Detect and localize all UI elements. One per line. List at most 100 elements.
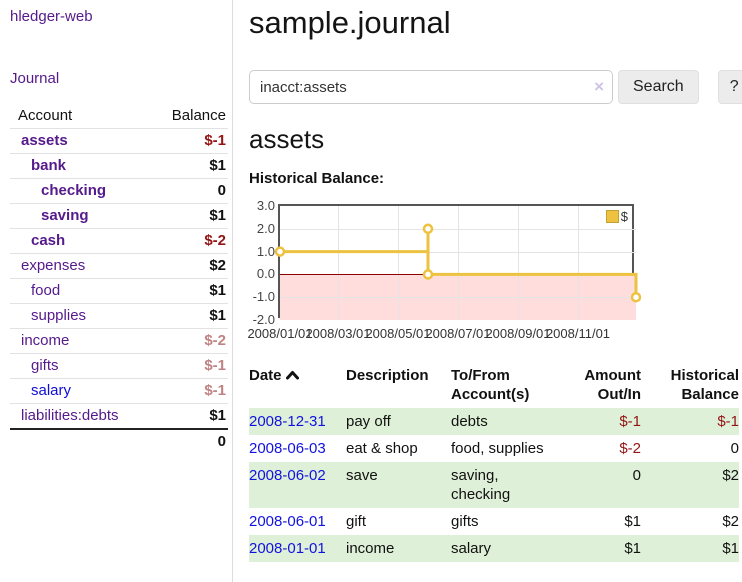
account-row-expenses: expenses $2 [10,253,228,279]
account-balance-gifts: $-1 [204,357,226,374]
transaction-date-link[interactable]: 2008-06-03 [249,440,326,457]
col-header-description: Description [346,367,429,384]
account-link-saving[interactable]: saving [41,207,89,224]
transaction-accounts: salary [451,540,492,557]
data-point-marker [274,246,286,257]
transaction-row: 2008-06-02 save saving, checking 0 $2 [249,462,739,508]
x-tick-label: 2008/01/01 [247,326,313,341]
account-link-salary[interactable]: salary [31,382,72,399]
gridline [280,297,636,298]
transaction-accounts: saving, checking [451,467,511,503]
transaction-accounts: debts [451,413,488,430]
account-row-liabilities-debts: liabilities:debts $1 [10,403,228,430]
account-row-supplies: supplies $1 [10,303,228,329]
transaction-accounts: gifts [451,513,479,530]
y-tick-label: 3.0 [256,198,275,213]
transaction-balance: $2 [722,513,739,530]
transaction-description: save [346,467,378,484]
accounts-total-balance: 0 [217,433,226,450]
search-form: × Search ? [249,70,742,104]
account-row-cash: cash $-2 [10,228,228,254]
page-title: sample.journal [249,5,451,40]
account-link-supplies[interactable]: supplies [31,307,87,324]
transaction-amount: $-1 [619,413,641,430]
x-tick-label: 2008/09/01 [485,326,551,341]
account-row-income: income $-2 [10,328,228,354]
y-tick-label: 2.0 [256,221,275,236]
transaction-date-link[interactable]: 2008-12-31 [249,413,326,430]
account-balance-income: $-2 [204,332,226,349]
account-balance-assets: $-1 [204,132,226,149]
account-link-checking[interactable]: checking [41,182,107,199]
transaction-description: eat & shop [346,440,418,457]
clear-search-icon[interactable]: × [594,77,604,96]
search-button[interactable]: Search [618,70,699,104]
accounts-header-row: Account Balance [10,104,228,129]
gridline [280,229,636,230]
data-point-marker [422,269,434,280]
account-link-liabilities-debts[interactable]: liabilities:debts [21,407,119,424]
transaction-balance: 0 [730,440,739,457]
x-tick-label: 2008/05/01 [365,326,431,341]
transaction-amount: 0 [632,467,641,484]
transaction-row: 2008-06-01 gift gifts $1 $2 [249,508,739,535]
account-row-bank: bank $1 [10,153,228,179]
transaction-row: 2008-06-03 eat & shop food, supplies $-2… [249,435,739,462]
transactions-table: Date Description To/From Account(s) Amou… [249,362,739,562]
help-button[interactable]: ? [717,70,742,104]
chart-title: Historical Balance: [249,170,385,187]
account-link-bank[interactable]: bank [31,157,67,174]
main-content: sample.journal × Search ? assets Histori… [233,0,742,582]
y-tick-label: 0.0 [256,266,275,281]
y-tick-label: -2.0 [252,312,275,327]
col-header-date[interactable]: Date [249,362,346,408]
account-link-food[interactable]: food [31,282,61,299]
transaction-amount: $-2 [619,440,641,457]
search-input[interactable] [249,70,613,104]
y-tick-label: -1.0 [252,289,275,304]
gridline [458,206,459,320]
accounts-header-account: Account [18,107,73,124]
account-row-food: food $1 [10,278,228,304]
transaction-date-link[interactable]: 2008-06-02 [249,467,326,484]
app-brand-link[interactable]: hledger-web [10,8,93,25]
account-balance-food: $1 [209,282,226,299]
data-point-marker [422,223,434,235]
account-balance-supplies: $1 [209,307,226,324]
legend-swatch-icon [605,210,619,223]
account-balance-expenses: $2 [209,257,226,274]
transactions-header-row: Date Description To/From Account(s) Amou… [249,362,739,408]
transaction-balance: $1 [722,540,739,557]
col-header-date-label: Date [249,367,282,384]
x-tick-label: 2008/03/01 [305,326,371,341]
chart-plot-area: $ [274,204,642,320]
data-point-marker [630,291,642,303]
account-balance-bank: $1 [209,157,226,174]
account-link-income[interactable]: income [21,332,70,349]
transaction-balance: $2 [722,467,739,484]
sidebar: hledger-web Journal Account Balance asse… [0,0,233,582]
account-balance-cash: $-2 [204,232,226,249]
historical-balance-chart: 3.0 2.0 1.0 0.0 -1.0 -2.0 [247,198,742,346]
accounts-header-balance: Balance [171,107,226,124]
account-row-checking: checking 0 [10,178,228,204]
account-row-assets: assets $-1 [10,128,228,154]
col-header-amount: Amount Out/In [584,367,641,403]
account-link-assets[interactable]: assets [21,132,68,149]
nav-journal-link[interactable]: Journal [10,70,60,87]
balance-series-line [274,223,642,303]
transaction-date-link[interactable]: 2008-01-01 [249,540,326,557]
account-balance-salary: $-1 [204,382,226,399]
account-link-expenses[interactable]: expenses [21,257,86,274]
account-balance-liabilities-debts: $1 [209,407,226,424]
transaction-date-link[interactable]: 2008-06-01 [249,513,326,530]
account-balance-checking: 0 [217,182,226,199]
gridline [578,206,579,320]
transaction-balance: $-1 [717,413,739,430]
account-balance-saving: $1 [209,207,226,224]
account-link-cash[interactable]: cash [31,232,66,249]
col-header-balance: Historical Balance [670,367,739,403]
account-link-gifts[interactable]: gifts [31,357,59,374]
x-tick-label: 2008/07/01 [425,326,491,341]
gridline [338,206,339,320]
